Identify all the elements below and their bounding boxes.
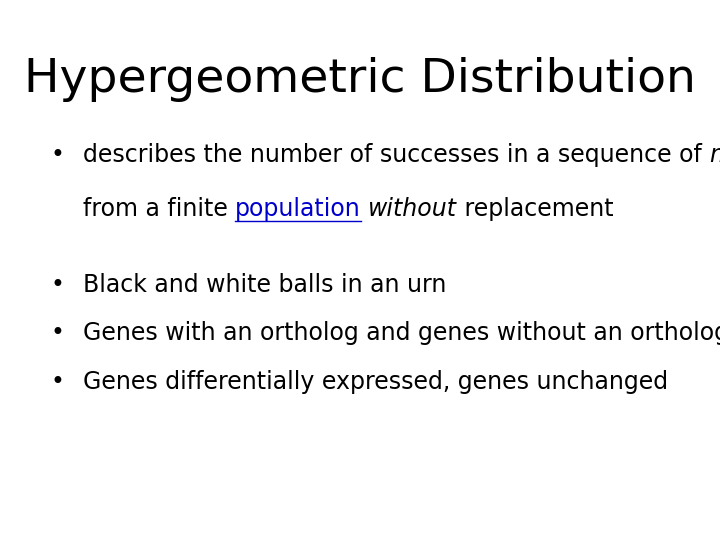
Text: population: population <box>235 197 361 221</box>
Text: describes the number of successes in a sequence of: describes the number of successes in a s… <box>83 143 709 167</box>
Text: •: • <box>50 321 64 345</box>
Text: from a finite: from a finite <box>83 197 235 221</box>
Text: Black and white balls in an urn: Black and white balls in an urn <box>83 273 446 296</box>
Text: n: n <box>709 143 720 167</box>
Text: •: • <box>50 370 64 394</box>
Text: •: • <box>50 143 64 167</box>
Text: Hypergeometric Distribution: Hypergeometric Distribution <box>24 57 696 102</box>
Text: Genes differentially expressed, genes unchanged: Genes differentially expressed, genes un… <box>83 370 668 394</box>
Text: Genes with an ortholog and genes without an ortholog: Genes with an ortholog and genes without… <box>83 321 720 345</box>
Text: replacement: replacement <box>457 197 614 221</box>
Text: •: • <box>50 273 64 296</box>
Text: without: without <box>369 197 457 221</box>
